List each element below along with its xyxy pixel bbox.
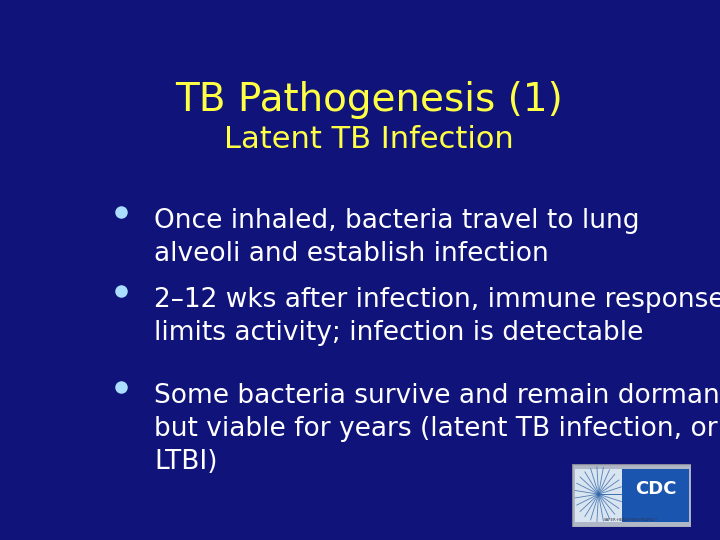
FancyBboxPatch shape bbox=[622, 469, 689, 522]
Text: 2–12 wks after infection, immune response
limits activity; infection is detectab: 2–12 wks after infection, immune respons… bbox=[154, 287, 720, 346]
FancyBboxPatch shape bbox=[572, 464, 691, 526]
Text: SAFER·HEALTHIER·PEOPLE™: SAFER·HEALTHIER·PEOPLE™ bbox=[604, 518, 660, 522]
Text: Once inhaled, bacteria travel to lung
alveoli and establish infection: Once inhaled, bacteria travel to lung al… bbox=[154, 208, 639, 267]
Text: TB Pathogenesis (1): TB Pathogenesis (1) bbox=[175, 82, 563, 119]
Text: Some bacteria survive and remain dormant
but viable for years (latent TB infecti: Some bacteria survive and remain dormant… bbox=[154, 383, 720, 475]
Text: CDC: CDC bbox=[635, 480, 676, 498]
Text: Latent TB Infection: Latent TB Infection bbox=[224, 125, 514, 154]
FancyBboxPatch shape bbox=[575, 469, 622, 522]
